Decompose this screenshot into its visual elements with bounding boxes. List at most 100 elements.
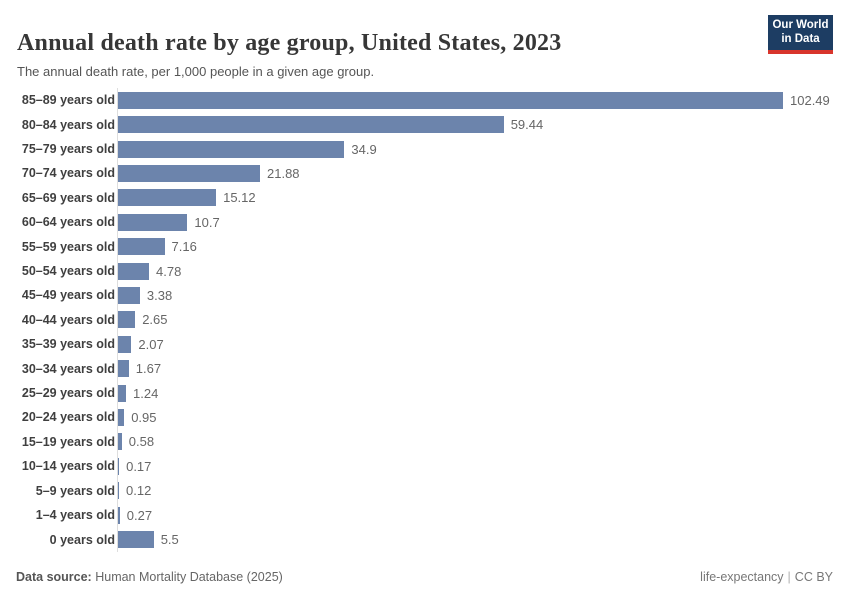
value-label: 59.44 [510,117,544,133]
bar[interactable] [118,457,120,475]
category-label: 50–54 years old [21,264,115,279]
value-label: 0.12 [126,483,152,499]
category-label: 10–14 years old [21,459,115,474]
page-subtitle: The annual death rate, per 1,000 people … [17,64,375,79]
bar[interactable] [118,311,136,329]
chart-row: 60–64 years old 10.7 [16,210,830,235]
bar-track: 15.12 [117,185,256,211]
bar-chart: 85–89 years old 102.49 80–84 years old 59.4… [16,88,830,552]
value-label: 0.58 [128,434,155,450]
owid-logo-line1: Our World [772,19,829,31]
footer-divider: | [787,570,791,584]
chart-row: 55–59 years old 7.16 [16,234,830,259]
bar-track: 21.88 [117,161,300,186]
bar-track: 4.78 [117,258,182,284]
category-label: 70–74 years old [21,166,115,181]
bar-track: 3.38 [117,283,173,308]
value-label: 5.5 [160,532,179,548]
chart-row: 30–34 years old 1.67 [16,356,830,381]
category-label: 40–44 years old [21,312,115,327]
value-label: 10.7 [194,214,220,230]
category-label: 85–89 years old [21,93,115,108]
bar[interactable] [118,506,120,524]
value-label: 1.24 [133,385,159,401]
bar-track: 2.65 [117,307,168,333]
owid-logo-line2: in Data [781,33,820,45]
bar-track: 7.16 [117,234,197,259]
bar[interactable] [118,433,122,451]
chart-row: 70–74 years old 21.88 [16,161,830,186]
bar[interactable] [118,116,504,134]
chart-slug: life-expectancy [700,570,784,584]
bar-track: 34.9 [117,136,377,162]
category-label: 5–9 years old [35,483,115,498]
value-label: 0.17 [126,458,152,474]
value-label: 0.27 [126,507,153,523]
bar-track: 0.58 [117,429,155,455]
category-label: 35–39 years old [21,337,115,352]
datasource-label: Data source: [16,570,92,584]
bar[interactable] [118,360,129,378]
bar[interactable] [118,213,188,231]
category-label: 15–19 years old [21,434,115,449]
bar[interactable] [118,408,125,426]
category-label: 80–84 years old [21,117,115,132]
bar[interactable] [118,531,154,549]
category-label: 0 years old [49,532,115,547]
chart-row: 5–9 years old 0.12 [16,478,830,503]
value-label: 102.49 [790,92,830,108]
bar[interactable] [118,189,217,207]
owid-logo[interactable]: Our World in Data [768,15,833,54]
chart-row: 50–54 years old 4.78 [16,258,830,284]
value-label: 21.88 [267,165,300,181]
category-label: 30–34 years old [21,361,115,376]
bar[interactable] [118,335,132,353]
bar-track: 0.17 [117,454,152,479]
chart-row: 85–89 years old 102.49 [16,88,830,113]
bar[interactable] [118,91,783,109]
category-label: 1–4 years old [35,508,115,523]
bar[interactable] [118,262,149,280]
value-label: 34.9 [351,141,377,157]
value-label: 4.78 [156,263,182,279]
chart-row: 10–14 years old 0.17 [16,454,830,479]
chart-row: 65–69 years old 15.12 [16,185,830,211]
bar[interactable] [118,286,140,304]
bar-track: 59.44 [117,112,544,137]
bar[interactable] [118,140,345,158]
chart-row: 45–49 years old 3.38 [16,283,830,308]
category-label: 45–49 years old [21,288,115,303]
value-label: 1.67 [135,361,162,377]
chart-row: 20–24 years old 0.95 [16,405,830,430]
bar[interactable] [118,482,119,500]
footer-license: life-expectancy | CC BY [700,570,833,584]
chart-rows: 85–89 years old 102.49 80–84 years old 59.4… [16,88,830,552]
page-title: Annual death rate by age group, United S… [17,30,562,57]
chart-row: 15–19 years old 0.58 [16,429,830,455]
category-label: 20–24 years old [21,410,115,425]
category-label: 25–29 years old [21,386,115,401]
bar-track: 0.27 [117,502,153,528]
bar-track: 0.12 [117,478,152,503]
chart-row: 0 years old 5.5 [16,527,830,552]
value-label: 2.07 [138,336,164,352]
bar[interactable] [118,384,126,402]
chart-row: 40–44 years old 2.65 [16,307,830,333]
value-label: 3.38 [146,287,173,303]
chart-row: 25–29 years old 1.24 [16,380,830,406]
category-label: 55–59 years old [21,239,115,254]
bar-track: 10.7 [117,210,220,235]
chart-row: 35–39 years old 2.07 [16,332,830,357]
chart-row: 1–4 years old 0.27 [16,502,830,528]
bar-track: 1.24 [117,380,159,406]
bar[interactable] [118,164,260,182]
bar[interactable] [118,238,165,256]
license-label: CC BY [794,570,833,584]
value-label: 0.95 [131,409,157,425]
category-label: 75–79 years old [21,142,115,157]
bar-track: 5.5 [117,527,179,552]
value-label: 15.12 [223,190,256,206]
bar-track: 0.95 [117,405,157,430]
category-label: 65–69 years old [21,190,115,205]
bar-track: 102.49 [117,88,830,113]
